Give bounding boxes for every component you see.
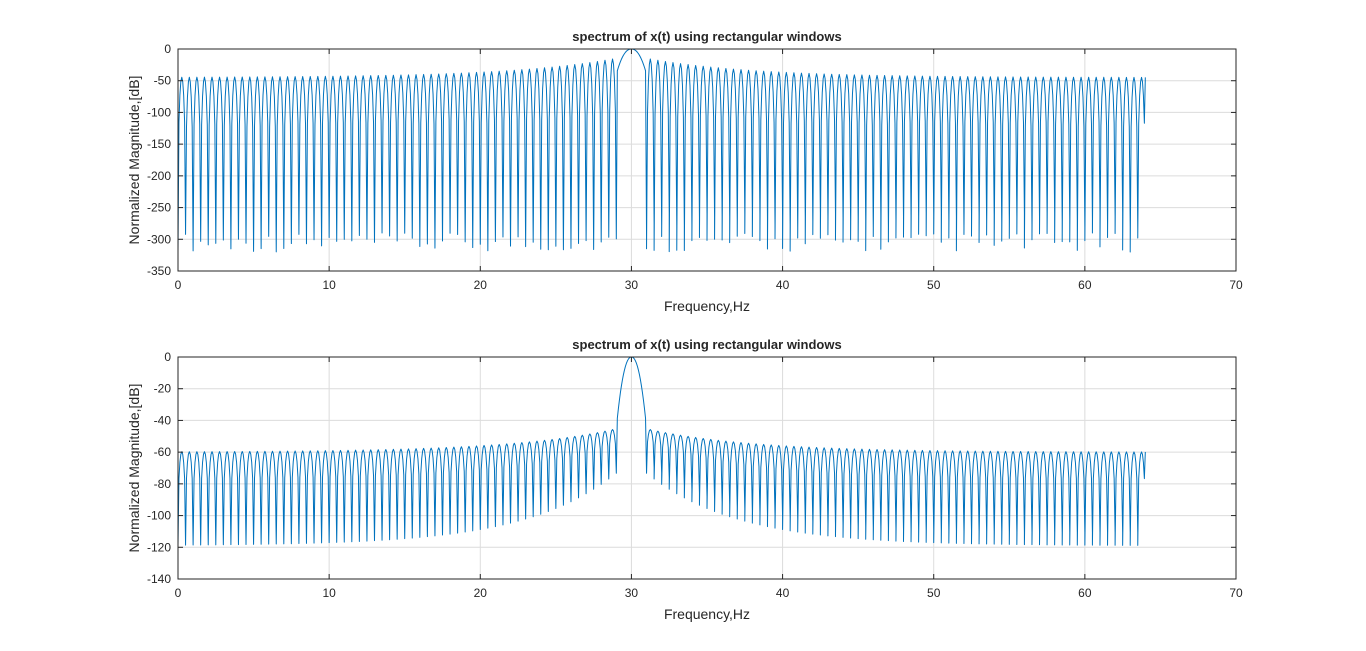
x-tick-label: 0 <box>175 278 182 292</box>
y-tick-label: -200 <box>147 169 171 183</box>
y-tick-label: -20 <box>154 382 172 396</box>
x-tick-label: 70 <box>1229 586 1243 600</box>
plot-area <box>178 357 1236 579</box>
y-tick-label: -100 <box>147 105 171 119</box>
x-tick-label: 60 <box>1078 586 1092 600</box>
y-axis-label: Normalized Magnitude,[dB] <box>126 384 142 553</box>
x-tick-label: 50 <box>927 278 941 292</box>
y-tick-label: -80 <box>154 477 172 491</box>
x-tick-label: 30 <box>625 586 639 600</box>
x-tick-label: 60 <box>1078 278 1092 292</box>
x-tick-label: 40 <box>776 586 790 600</box>
y-tick-label: -350 <box>147 264 171 278</box>
x-tick-label: 50 <box>927 586 941 600</box>
spectrum-line <box>177 48 1146 253</box>
axes-frame <box>177 48 1237 272</box>
y-tick-label: 0 <box>164 350 171 364</box>
chart-title: spectrum of x(t) using rectangular windo… <box>572 29 841 44</box>
x-tick-label: 0 <box>175 586 182 600</box>
y-tick-label: -120 <box>147 540 171 554</box>
x-tick-label: 30 <box>625 278 639 292</box>
y-tick-label: -40 <box>154 413 172 427</box>
x-axis-label: Frequency,Hz <box>664 298 750 314</box>
y-tick-label: -50 <box>154 74 172 88</box>
axes-frame <box>177 356 1237 580</box>
y-tick-label: -100 <box>147 509 171 523</box>
x-tick-label: 10 <box>322 278 336 292</box>
y-tick-label: -140 <box>147 572 171 586</box>
spectrum-line <box>177 356 1146 546</box>
x-tick-label: 70 <box>1229 278 1243 292</box>
y-tick-label: -250 <box>147 201 171 215</box>
y-tick-label: 0 <box>164 42 171 56</box>
x-tick-label: 20 <box>474 278 488 292</box>
bottom-plot: 0 10 20 30 40 50 60 70 -140 -120 -100 -80 -60 -40 -20 0… <box>126 337 1243 622</box>
y-tick-label: -150 <box>147 137 171 151</box>
x-tick-label: 20 <box>474 586 488 600</box>
top-plot: 0 10 20 30 40 50 60 70 -350 -300 -250 -200 -150 -100 -… <box>126 29 1243 314</box>
x-axis-label: Frequency,Hz <box>664 606 750 622</box>
y-tick-label: -300 <box>147 232 171 246</box>
y-tick-label: -60 <box>154 445 172 459</box>
chart-title: spectrum of x(t) using rectangular windo… <box>572 337 841 352</box>
x-tick-label: 10 <box>322 586 336 600</box>
x-tick-label: 40 <box>776 278 790 292</box>
y-axis-label: Normalized Magnitude,[dB] <box>126 76 142 245</box>
